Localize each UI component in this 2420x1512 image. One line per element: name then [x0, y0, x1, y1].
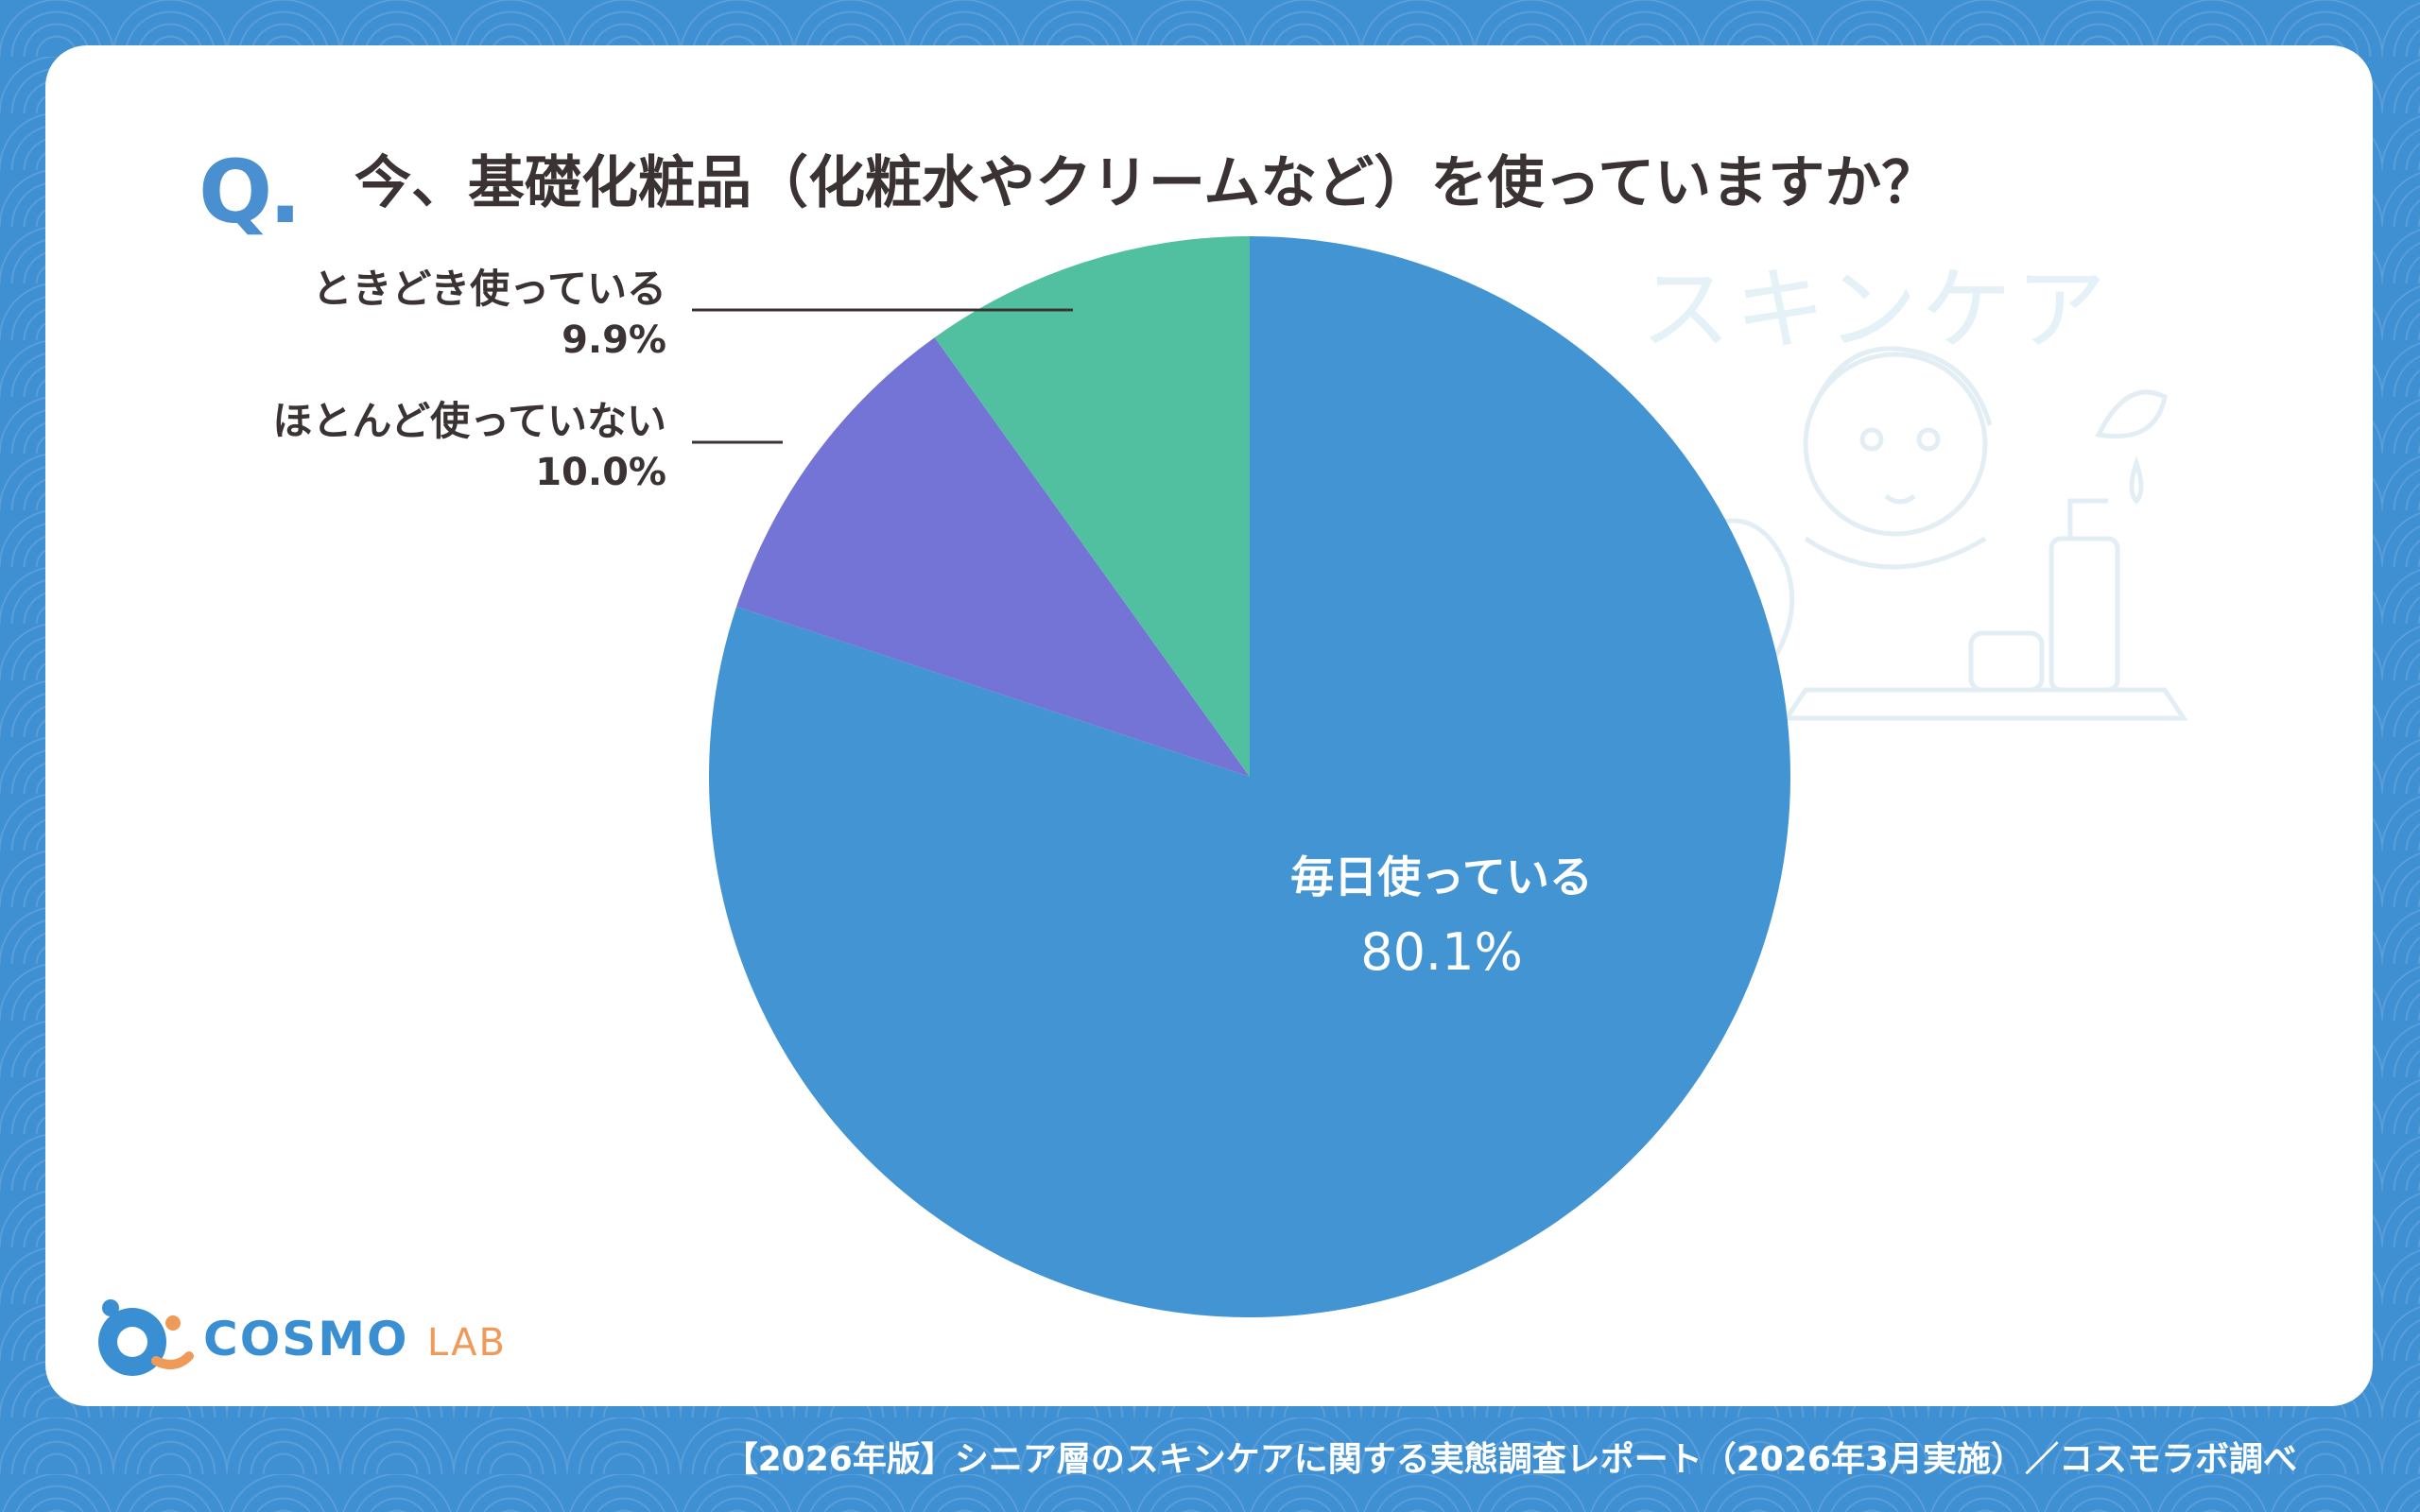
- label-sometimes: ときどき使っている 9.9%: [312, 257, 666, 362]
- question-mark: Q.: [199, 142, 302, 243]
- label-rarely: ほとんど使っていない 10.0%: [272, 389, 666, 494]
- logo-lab: LAB: [426, 1321, 507, 1365]
- label-daily-value: 80.1%: [1360, 922, 1523, 982]
- label-daily-name: 毎日使っている: [1290, 851, 1593, 902]
- logo-text: COSMO LAB: [203, 1312, 507, 1366]
- pie-slice-0: [708, 236, 1790, 1317]
- label-sometimes-value: 9.9%: [562, 318, 666, 362]
- source-footer: 【2026年版】シニア層のスキンケアに関する実態調査レポート（2026年3月実施…: [723, 1440, 2297, 1479]
- decoration-text: スキンケア: [1640, 257, 2111, 363]
- chart-title: 今、基礎化粧品（化粧水やクリームなど）を使っていますか？: [354, 150, 1939, 216]
- label-rarely-name: ほとんど使っていない: [272, 398, 666, 444]
- pie-slice-1: [736, 337, 1250, 777]
- label-sometimes-name: ときどき使っている: [312, 266, 666, 312]
- label-daily: 毎日使っている 80.1%: [1286, 851, 1598, 982]
- cosmo-lab-logo: COSMO LAB: [90, 1295, 505, 1380]
- pie-slice-2: [934, 236, 1250, 777]
- skincare-illustration: [1700, 346, 2188, 721]
- label-rarely-value: 10.0%: [535, 451, 666, 494]
- logo-cosmo: COSMO: [203, 1312, 409, 1366]
- logo-icon: [98, 1299, 194, 1376]
